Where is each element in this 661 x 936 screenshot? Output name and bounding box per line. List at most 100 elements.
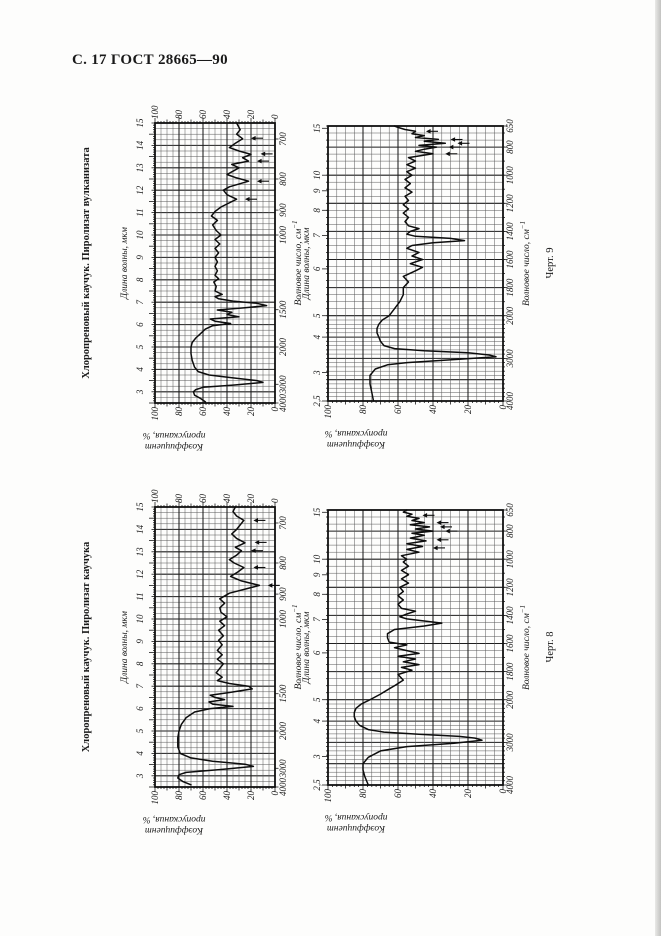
tick-label-wavelength: 13 [135,547,145,557]
axis-label-transmittance: Коэффициент пропускания, % [142,430,206,451]
tick-label-wavelength: 4 [135,367,145,372]
tick-label-wavenumber: 1000 [278,226,288,244]
tick-label-wavenumber: 1500 [278,684,288,703]
spectrum-curve-fig9-wavenumber [369,125,497,402]
tick-label-wavenumber: 1200 [505,194,515,213]
tick-label-wavelength: 11 [135,208,145,217]
figures-canvas: Хлоропреновый каучук. Пиролизат каучука … [75,85,575,875]
axis-label-wavelength: Длина волны, мкм [120,227,130,299]
tick-label-wavelength: 8 [312,592,322,597]
peak-arrow-icon [445,151,450,157]
tick-label-wavenumber: 1000 [505,550,515,569]
tick-label-wavelength: 6 [135,322,145,327]
tick-label-wavelength: 4 [312,718,322,724]
spectrum-curve-fig8-wavenumber [353,509,483,786]
tick-label-wavenumber: 700 [278,516,288,530]
spectrum-svg-fig8-wavelength [149,502,280,792]
tick-label-wavenumber: 650 [505,119,515,133]
tick-label-wavelength: 3 [135,389,145,395]
peak-arrow-icon [448,144,454,150]
peak-arrow-icon [254,540,260,545]
peak-arrow-icon [253,565,258,570]
tick-label-wavenumber: 900 [278,587,288,601]
tick-label-wavenumber: 1800 [505,278,515,297]
spectrum-svg-fig8-wavenumber [322,509,508,790]
tick-label-wavenumber: 2000 [505,690,515,709]
tick-label-wavelength: 15 [312,123,322,133]
tick-label-wavelength: 8 [135,277,145,283]
axis-label-wavelength: Длина волны, мкм [120,611,130,683]
tick-label-wavenumber: 900 [278,203,288,217]
tick-label-wavelength: 2,5 [312,395,322,407]
rotated-content-wrapper: Хлоропреновый каучук. Пиролизат каучука … [75,85,575,875]
peak-arrow-icon [422,513,428,518]
tick-label-transmittance: 0 [269,498,280,504]
peak-arrow-icon [260,151,266,157]
tick-label-wavelength: 7 [135,299,145,305]
tick-label-wavelength: 4 [135,751,145,756]
tick-label-wavenumber: 700 [278,132,288,146]
tick-label-wavelength: 6 [135,706,145,711]
peak-arrow-icon [457,140,463,146]
tick-label-transmittance: 0 [497,789,508,794]
tick-label-transmittance: 20 [462,789,473,798]
spectrum-svg-fig9-wavelength [149,118,279,408]
peak-arrow-icon [253,518,258,523]
tick-label-wavelength: 15 [135,118,145,128]
tick-label-transmittance: 0 [269,407,280,412]
peak-arrow-icon [433,545,438,551]
tick-label-transmittance: 40 [427,405,438,414]
spectrum-chart-fig9-wavelength [143,111,287,415]
tick-label-wavenumber: 1000 [505,166,515,185]
tick-label-wavelength: 12 [135,569,145,579]
tick-label-wavenumber: 800 [278,556,288,570]
tick-label-transmittance: 60 [197,110,208,119]
axis-label-wavenumber: Волновое число, см−1 [519,220,533,307]
spectrum-chart-fig8-wavelength [143,495,287,799]
tick-label-wavenumber: 1500 [278,300,288,319]
tick-label-transmittance: 80 [173,110,184,119]
tick-label-wavelength: 13 [135,163,145,173]
tick-label-wavenumber: 800 [505,524,515,538]
tick-label-wavenumber: 1000 [278,610,288,628]
tick-label-wavelength: 7 [312,617,322,622]
tick-label-wavelength: 10 [135,614,145,624]
peak-arrow-icon [267,583,273,588]
tick-label-wavelength: 3 [135,773,145,779]
axis-label-transmittance: Коэффициент пропускания, % [324,812,388,833]
figure9-title: Хлоропреновый каучук. Пиролизат вулканиз… [81,147,92,379]
tick-label-wavenumber: 3000 [278,375,288,394]
tick-label-wavelength: 10 [135,230,145,240]
tick-label-wavelength: 15 [135,502,145,512]
tick-label-wavenumber: 650 [505,503,515,517]
peak-arrow-icon [440,524,445,530]
tick-label-wavenumber: 2000 [505,306,515,325]
tick-label-wavenumber: 3000 [278,759,288,778]
tick-label-wavenumber: 800 [278,172,288,186]
tick-label-wavenumber: 1600 [505,250,515,269]
tick-label-wavelength: 7 [135,683,145,689]
tick-label-transmittance: 100 [149,105,160,120]
tick-label-wavenumber: 4000 [278,778,288,796]
tick-label-wavelength: 2,5 [312,779,322,791]
tick-label-transmittance: 20 [245,407,256,416]
peak-arrow-icon [251,135,256,141]
tick-label-wavelength: 8 [312,208,322,213]
peak-arrow-icon [445,528,450,534]
tick-label-wavelength: 6 [312,266,322,272]
tick-label-wavelength: 6 [312,650,322,656]
tick-label-transmittance: 60 [197,494,208,503]
tick-label-wavelength: 12 [135,185,145,195]
tick-label-wavelength: 10 [312,554,322,564]
tick-label-wavenumber: 1400 [505,606,515,625]
tick-label-wavelength: 7 [312,233,322,238]
tick-label-wavenumber: 1800 [505,662,515,681]
peak-arrow-icon [251,548,256,553]
tick-label-transmittance: 20 [245,791,256,800]
spectrum-curve-fig9-wavelength [190,122,268,403]
spectrum-svg-fig9-wavenumber [322,125,508,406]
spectrum-chart-fig8-wavenumber [316,498,515,797]
figure8-title: Хлоропреновый каучук. Пиролизат каучука [81,541,92,753]
tick-label-transmittance: 40 [221,110,232,119]
